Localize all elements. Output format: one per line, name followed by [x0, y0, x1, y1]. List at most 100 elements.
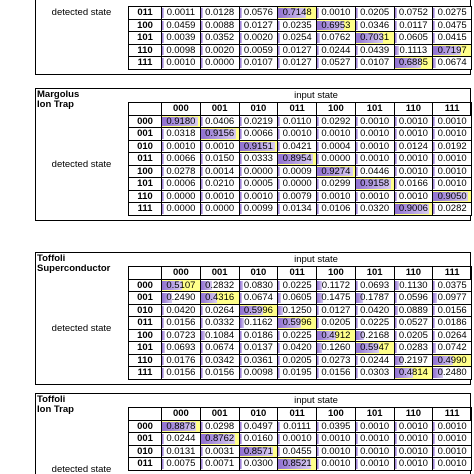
- data-bar: [433, 434, 436, 444]
- cell-value: 0.0282: [437, 203, 467, 214]
- value-cell: 0.0150: [199, 152, 240, 166]
- cell-value: 0.2197: [398, 354, 428, 366]
- cell-value: 0.0010: [360, 458, 390, 469]
- value-cell: 0.0000: [161, 202, 201, 216]
- value-cell: 0.0020: [238, 31, 279, 45]
- value-cell: 0.0071: [199, 457, 240, 471]
- data-bar: [200, 293, 218, 303]
- data-bar: [317, 141, 319, 151]
- cell-value: 0.0010: [398, 433, 428, 444]
- cell-value: 0.0000: [321, 153, 351, 164]
- cell-value: 0.0693: [360, 279, 390, 291]
- column-header: input state: [294, 90, 338, 101]
- value-cell: 0.0010: [432, 432, 472, 446]
- value-cell: 0.0406: [199, 114, 240, 128]
- cell-value: 0.0674: [243, 292, 273, 303]
- data-bar: [355, 154, 358, 164]
- data-bar: [200, 434, 235, 444]
- cell-value: 0.0020: [205, 44, 235, 56]
- data-bar: [355, 421, 358, 431]
- value-cell: 0.0000: [199, 56, 240, 70]
- cell-value: 0.0020: [243, 32, 273, 43]
- data-bar: [355, 459, 358, 469]
- cell-value: 0.0010: [360, 190, 390, 202]
- cell-value: 0.2480: [437, 367, 467, 378]
- cell-value: 0.0195: [282, 367, 312, 378]
- cell-value: 0.4990: [437, 354, 467, 366]
- data-bar: [394, 368, 414, 378]
- data-bar: [355, 129, 358, 139]
- value-cell: 0.0674: [432, 56, 472, 70]
- value-cell: 0.0254: [277, 31, 317, 45]
- data-bar: [162, 20, 164, 30]
- column-label: 001: [199, 102, 240, 116]
- data-bar: [162, 141, 164, 151]
- cell-value: 0.0300: [243, 458, 273, 469]
- row-label: 000: [128, 419, 162, 433]
- cell-value: 0.1162: [244, 317, 273, 328]
- data-bar: [394, 446, 397, 456]
- value-cell: 0.0210: [199, 177, 240, 191]
- value-cell: 0.0693: [161, 341, 201, 355]
- row-label: 110: [128, 43, 162, 57]
- value-cell: 0.0346: [354, 18, 395, 32]
- data-bar: [278, 191, 281, 201]
- cell-value: 0.0131: [166, 445, 196, 457]
- data-bar: [394, 33, 397, 43]
- cell-value: 0.0176: [166, 354, 196, 366]
- data-bar: [239, 446, 273, 456]
- value-cell: 0.8571: [238, 444, 279, 458]
- value-cell: 0.0576: [238, 6, 279, 20]
- cell-value: 0.0110: [282, 115, 312, 127]
- cell-value: 0.0150: [205, 153, 235, 164]
- cell-value: 0.1475: [321, 292, 351, 303]
- value-cell: 0.0195: [277, 366, 317, 380]
- cell-value: 0.0010: [398, 153, 428, 164]
- value-cell: 0.0205: [354, 6, 395, 20]
- value-cell: 0.0275: [432, 6, 472, 20]
- data-bar: [394, 318, 397, 328]
- cell-value: 0.0346: [360, 19, 390, 31]
- value-cell: 0.0010: [161, 139, 201, 153]
- cell-value: 0.0009: [282, 165, 312, 177]
- value-cell: 0.0273: [316, 353, 356, 367]
- value-cell: 0.0693: [354, 278, 395, 292]
- data-bar: [433, 459, 436, 469]
- cell-value: 0.0527: [398, 317, 428, 328]
- data-bar: [433, 343, 437, 353]
- value-cell: 0.0066: [161, 152, 201, 166]
- data-bar: [433, 58, 436, 68]
- value-cell: 0.0010: [316, 457, 356, 471]
- column-label: 101: [354, 102, 395, 116]
- value-cell: 0.5996: [238, 303, 279, 317]
- data-bar: [239, 20, 242, 30]
- value-cell: 0.0361: [238, 353, 279, 367]
- cell-value: 0.8954: [282, 153, 312, 164]
- value-cell: 0.0342: [199, 353, 240, 367]
- cell-value: 0.9158: [360, 178, 390, 189]
- cell-value: 0.0497: [243, 420, 273, 432]
- value-cell: 0.0605: [393, 31, 434, 45]
- value-cell: 0.0010: [316, 189, 356, 203]
- cell-value: 0.9180: [166, 115, 196, 127]
- cell-value: 0.0124: [398, 140, 428, 152]
- value-cell: 0.0596: [393, 291, 434, 305]
- value-cell: 0.0010: [316, 432, 356, 446]
- value-cell: 0.0830: [238, 278, 279, 292]
- cell-value: 0.0010: [398, 458, 428, 469]
- data-bar: [317, 446, 319, 456]
- data-bar: [239, 204, 242, 214]
- cell-value: 0.0010: [360, 433, 390, 444]
- value-cell: 0.6885: [393, 56, 434, 70]
- row-label: 110: [128, 189, 162, 203]
- cell-value: 0.0186: [437, 317, 467, 328]
- data-bar: [200, 58, 203, 68]
- cell-value: 0.0010: [321, 190, 351, 202]
- data-bar: [355, 141, 358, 151]
- value-cell: 0.7148: [277, 6, 317, 20]
- data-bar: [162, 280, 182, 290]
- data-bar: [162, 293, 172, 303]
- cell-value: 0.0098: [166, 44, 196, 56]
- row-label: 101: [128, 31, 162, 45]
- data-bar: [433, 8, 436, 18]
